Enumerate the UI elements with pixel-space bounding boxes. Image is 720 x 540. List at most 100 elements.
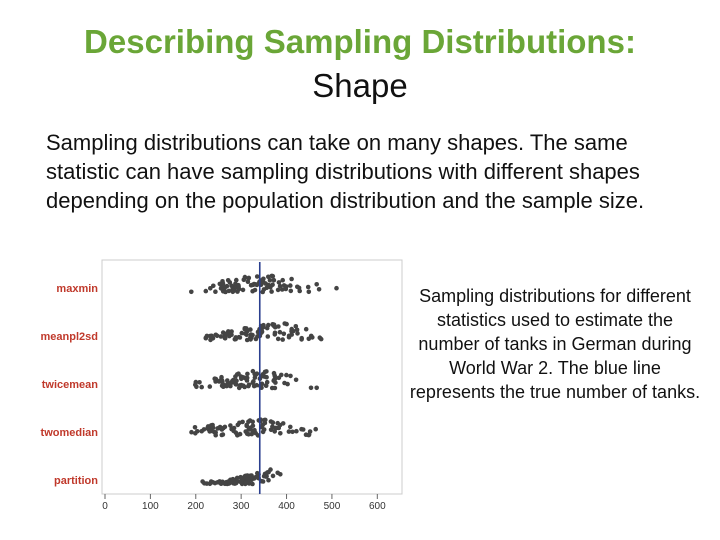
dot-twicemean: [207, 384, 213, 389]
dot-maxmin: [240, 287, 246, 293]
dot-meanpl2sd: [275, 336, 281, 342]
dot-maxmin: [288, 288, 294, 294]
dot-twomedian: [294, 428, 299, 434]
dot-twicemean: [224, 383, 229, 389]
dot-maxmin: [229, 283, 234, 288]
dot-twicemean: [193, 379, 199, 385]
slide-title: Describing Sampling Distributions: Shape: [0, 20, 720, 108]
dot-partition: [270, 473, 276, 479]
dot-twomedian: [247, 418, 253, 423]
dot-twicemean: [197, 380, 202, 385]
dot-twicemean: [227, 382, 233, 387]
dot-twomedian: [260, 429, 266, 435]
dot-meanpl2sd: [248, 337, 253, 342]
dot-twomedian: [313, 426, 319, 432]
dot-maxmin: [297, 288, 303, 294]
dot-twicemean: [314, 385, 320, 391]
row-label-meanpl2sd: meanpl2sd: [41, 331, 98, 343]
dot-twicemean: [233, 381, 238, 387]
dot-twomedian: [192, 425, 198, 430]
dot-meanpl2sd: [286, 333, 292, 339]
dot-twomedian: [189, 429, 194, 435]
dot-twomedian: [233, 430, 239, 435]
dot-meanpl2sd: [203, 335, 209, 341]
dot-twicemean: [273, 380, 278, 385]
dot-partition: [278, 472, 283, 477]
dot-maxmin: [271, 277, 277, 283]
dot-partition: [243, 480, 248, 486]
dot-meanpl2sd: [265, 334, 271, 339]
dot-twomedian: [248, 425, 253, 430]
dot-maxmin: [234, 277, 239, 283]
plot-frame: [101, 259, 403, 495]
dot-maxmin: [250, 288, 255, 294]
dot-maxmin: [275, 287, 281, 293]
dot-twicemean: [273, 375, 278, 381]
dot-twicemean: [212, 376, 217, 381]
dot-maxmin: [316, 287, 322, 292]
x-tick-label: 300: [233, 501, 250, 512]
dot-maxmin: [280, 277, 285, 283]
row-label-twicemean: twicemean: [42, 379, 99, 391]
dot-twomedian: [207, 429, 212, 434]
dot-maxmin: [279, 287, 285, 292]
dot-maxmin: [260, 289, 265, 295]
dot-meanpl2sd: [293, 324, 299, 329]
dot-twomedian: [237, 420, 242, 426]
dot-meanpl2sd: [277, 329, 283, 335]
dot-meanpl2sd: [213, 332, 219, 338]
dot-twicemean: [239, 376, 244, 382]
dot-maxmin: [288, 283, 293, 288]
dot-maxmin: [270, 273, 276, 279]
dot-meanpl2sd: [259, 328, 265, 334]
dot-partition: [266, 477, 271, 483]
dot-twicemean: [264, 379, 270, 385]
dot-twomedian: [199, 428, 204, 434]
dot-twomedian: [228, 423, 233, 428]
dot-partition: [249, 476, 254, 482]
row-label-maxmin: maxmin: [56, 283, 98, 295]
dot-partition: [238, 479, 244, 485]
dot-twomedian: [268, 419, 274, 424]
dot-maxmin: [250, 282, 256, 287]
dot-partition: [215, 480, 220, 485]
dot-maxmin: [208, 286, 213, 291]
dot-twicemean: [263, 383, 269, 388]
dot-twicemean: [264, 374, 269, 380]
dot-maxmin: [242, 274, 248, 280]
dot-meanpl2sd: [224, 331, 229, 336]
dot-twomedian: [220, 432, 226, 437]
dot-twomedian: [259, 424, 265, 430]
dot-twicemean: [285, 381, 290, 387]
dot-maxmin: [263, 281, 268, 286]
dot-twomedian: [286, 429, 292, 434]
dot-twicemean: [308, 385, 314, 391]
dot-maxmin: [245, 279, 251, 284]
dot-twomedian: [221, 425, 226, 431]
dot-partition: [202, 481, 207, 486]
dot-meanpl2sd: [227, 330, 233, 336]
dot-partition: [230, 477, 236, 482]
dot-meanpl2sd: [242, 326, 247, 332]
dot-meanpl2sd: [281, 331, 287, 337]
dot-twomedian: [300, 427, 306, 432]
dot-maxmin: [267, 278, 273, 283]
dot-meanpl2sd: [318, 336, 324, 342]
dot-twomedian: [272, 425, 278, 431]
dot-twicemean: [250, 368, 256, 374]
dot-twomedian: [272, 429, 277, 434]
dot-maxmin: [254, 282, 260, 288]
dot-maxmin: [222, 286, 227, 291]
dot-twicemean: [220, 381, 226, 387]
dot-twomedian: [205, 424, 211, 429]
dot-meanpl2sd: [282, 321, 287, 326]
dot-meanpl2sd: [218, 334, 224, 339]
dot-maxmin: [268, 285, 273, 290]
dot-partition: [268, 467, 273, 472]
dot-meanpl2sd: [248, 327, 253, 332]
dot-meanpl2sd: [308, 333, 314, 339]
dot-meanpl2sd: [266, 322, 271, 328]
dot-twicemean: [244, 375, 250, 381]
dot-maxmin: [283, 286, 289, 292]
dot-meanpl2sd: [233, 335, 239, 340]
